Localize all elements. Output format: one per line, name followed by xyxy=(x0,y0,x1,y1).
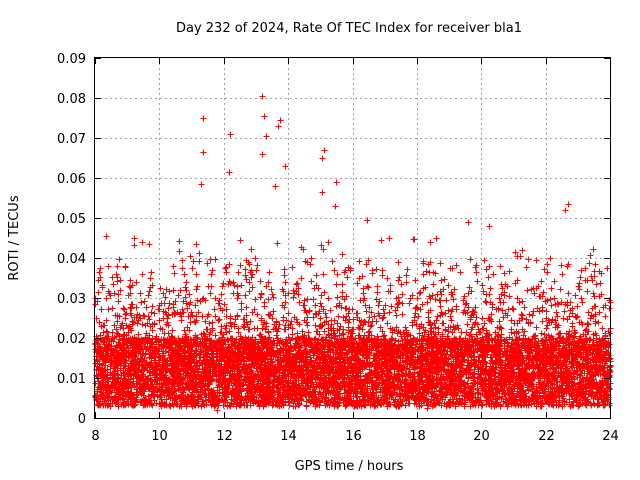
scatter-point xyxy=(200,149,207,156)
x-tick-label: 20 xyxy=(473,429,490,444)
scatter-point xyxy=(103,233,110,240)
y-tick-label: 0 xyxy=(78,412,86,427)
scatter-point xyxy=(364,217,371,224)
scatter-point xyxy=(319,155,326,162)
scatter-point xyxy=(486,223,493,230)
scatter-point xyxy=(226,169,233,176)
y-tick-label: 0.05 xyxy=(57,212,86,227)
scatter-point xyxy=(277,117,284,124)
x-tick-label: 12 xyxy=(216,429,233,444)
scatter-point xyxy=(261,113,268,120)
plot-frame xyxy=(94,57,611,419)
scatter-point xyxy=(321,147,328,154)
scatter-point xyxy=(263,133,270,140)
scatter-point xyxy=(424,405,431,412)
x-tick-label: 8 xyxy=(91,429,99,444)
scatter-point xyxy=(332,203,339,210)
scatter-point xyxy=(333,179,340,186)
scatter-point-cloud xyxy=(92,235,614,410)
scatter-point xyxy=(272,183,279,190)
scatter-point xyxy=(275,123,282,130)
y-tick-labels: 0 0.01 0.02 0.03 0.04 0.05 0.06 0.07 0.08 0.09 xyxy=(57,52,86,427)
scatter-point xyxy=(131,235,138,242)
y-axis-label: ROTI / TECUs xyxy=(7,195,22,280)
x-tick-label: 24 xyxy=(602,429,619,444)
y-tick-label: 0.08 xyxy=(57,92,86,107)
scatter-point xyxy=(198,181,205,188)
scatter-point xyxy=(282,163,289,170)
axis-ticks xyxy=(95,58,611,419)
x-axis-label: GPS time / hours xyxy=(295,459,404,474)
y-tick-label: 0.01 xyxy=(57,372,86,387)
y-tick-label: 0.02 xyxy=(57,332,86,347)
chart-title: Day 232 of 2024, Rate Of TEC Index for r… xyxy=(176,21,522,36)
x-tick-labels: 8 10 12 14 16 18 20 22 24 xyxy=(91,429,618,444)
scatter-point xyxy=(319,189,326,196)
y-tick-label: 0.04 xyxy=(57,252,86,267)
scatter-point xyxy=(259,151,266,158)
scatter-point xyxy=(214,407,221,414)
scatter-point xyxy=(227,131,234,138)
notable-points xyxy=(103,93,572,414)
scatter-points xyxy=(92,235,614,410)
scatter-point xyxy=(200,115,207,122)
scatter-point xyxy=(565,201,572,208)
x-tick-label: 16 xyxy=(345,429,362,444)
scatter-point xyxy=(562,207,569,214)
x-tick-label: 14 xyxy=(280,429,297,444)
scatter-point xyxy=(139,239,146,246)
scatter-point xyxy=(465,219,472,226)
y-tick-label: 0.06 xyxy=(57,172,86,187)
y-tick-label: 0.03 xyxy=(57,292,86,307)
y-tick-label: 0.09 xyxy=(57,52,86,67)
x-tick-label: 22 xyxy=(538,429,555,444)
x-tick-label: 18 xyxy=(409,429,426,444)
y-tick-label: 0.07 xyxy=(57,132,86,147)
scatter-point xyxy=(259,93,266,100)
x-tick-label: 10 xyxy=(151,429,168,444)
